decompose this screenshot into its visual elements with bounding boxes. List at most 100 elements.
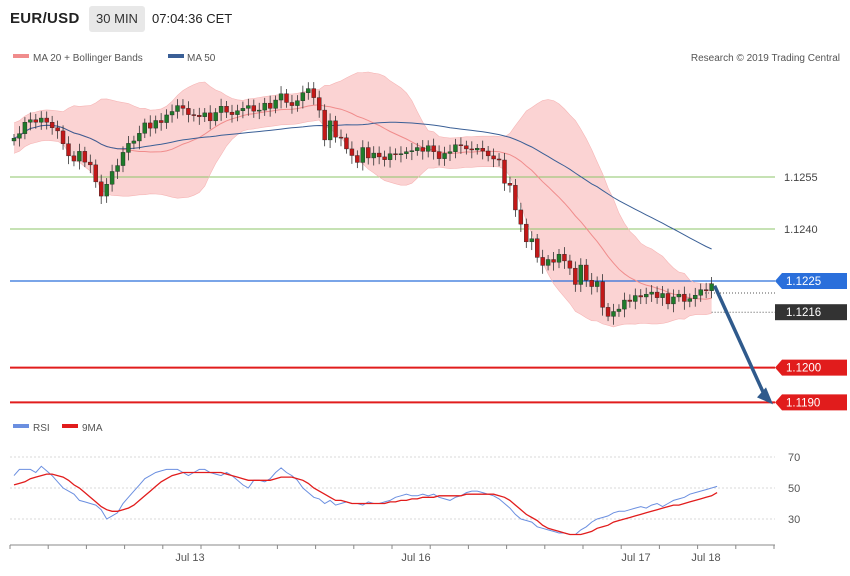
candle[interactable]: [235, 104, 240, 122]
candle[interactable]: [355, 150, 360, 169]
candle[interactable]: [246, 98, 251, 116]
candle[interactable]: [169, 104, 175, 123]
candle[interactable]: [551, 251, 556, 271]
candle[interactable]: [382, 150, 387, 167]
candle[interactable]: [475, 144, 480, 155]
candle[interactable]: [458, 137, 464, 154]
candle[interactable]: [191, 108, 197, 122]
candle[interactable]: [524, 218, 529, 248]
candle[interactable]: [376, 146, 382, 165]
candle[interactable]: [687, 293, 692, 308]
candle[interactable]: [278, 86, 284, 109]
candle[interactable]: [431, 138, 436, 160]
candle[interactable]: [257, 102, 262, 120]
candle[interactable]: [507, 176, 513, 193]
candle[interactable]: [567, 254, 573, 275]
candle[interactable]: [469, 141, 474, 159]
candle[interactable]: [120, 146, 126, 173]
candle[interactable]: [186, 101, 191, 123]
timeframe-button[interactable]: 30 MIN: [89, 6, 145, 32]
candle[interactable]: [88, 154, 93, 174]
candle[interactable]: [622, 292, 627, 318]
candle[interactable]: [360, 140, 365, 171]
candle[interactable]: [251, 99, 257, 118]
candle[interactable]: [289, 95, 295, 114]
candle[interactable]: [605, 302, 611, 322]
candle[interactable]: [98, 174, 104, 204]
candle[interactable]: [115, 158, 120, 179]
candle[interactable]: [273, 95, 278, 114]
candle[interactable]: [180, 99, 186, 116]
candle[interactable]: [344, 133, 349, 154]
candle[interactable]: [578, 258, 583, 292]
candle[interactable]: [126, 136, 131, 161]
candle[interactable]: [393, 148, 398, 161]
candle[interactable]: [682, 286, 687, 310]
candle[interactable]: [224, 101, 229, 118]
candle[interactable]: [562, 247, 567, 269]
candle[interactable]: [703, 282, 709, 299]
candle[interactable]: [66, 136, 71, 165]
candle[interactable]: [71, 151, 77, 167]
candle[interactable]: [464, 140, 469, 155]
candle[interactable]: [616, 304, 622, 317]
candle[interactable]: [300, 85, 306, 109]
candle[interactable]: [137, 125, 142, 150]
candle[interactable]: [611, 303, 616, 325]
candle[interactable]: [371, 146, 376, 166]
candle[interactable]: [518, 202, 524, 232]
candle[interactable]: [44, 111, 49, 130]
candle[interactable]: [164, 109, 169, 129]
candle[interactable]: [175, 99, 180, 119]
candle[interactable]: [267, 95, 273, 117]
candle[interactable]: [426, 140, 431, 158]
candle[interactable]: [49, 115, 55, 135]
candle[interactable]: [131, 135, 137, 150]
candle[interactable]: [197, 107, 202, 125]
candle[interactable]: [660, 286, 665, 306]
candle[interactable]: [584, 259, 589, 287]
candle[interactable]: [109, 164, 115, 192]
candle[interactable]: [665, 288, 671, 310]
candle[interactable]: [322, 104, 327, 147]
candle[interactable]: [502, 153, 507, 191]
candle[interactable]: [229, 104, 235, 123]
candle[interactable]: [60, 125, 66, 150]
candle[interactable]: [420, 140, 425, 160]
candle[interactable]: [594, 276, 600, 293]
candle[interactable]: [529, 231, 534, 251]
candle[interactable]: [545, 255, 551, 271]
candle[interactable]: [55, 120, 60, 139]
candle[interactable]: [485, 145, 491, 162]
candle[interactable]: [480, 140, 485, 160]
candle[interactable]: [671, 289, 676, 313]
candle[interactable]: [317, 90, 322, 118]
candle[interactable]: [649, 285, 654, 302]
candle[interactable]: [327, 113, 333, 149]
candle[interactable]: [33, 113, 38, 129]
candle[interactable]: [491, 148, 496, 168]
candle[interactable]: [207, 105, 213, 130]
candle[interactable]: [409, 143, 415, 161]
candle[interactable]: [442, 146, 447, 166]
candle[interactable]: [698, 283, 703, 302]
candle[interactable]: [633, 288, 638, 310]
candle[interactable]: [638, 289, 643, 305]
candle[interactable]: [153, 115, 158, 134]
candle[interactable]: [398, 146, 404, 163]
candle[interactable]: [202, 108, 207, 122]
candle[interactable]: [142, 118, 148, 139]
candle[interactable]: [349, 141, 355, 164]
candle[interactable]: [11, 134, 17, 146]
candle[interactable]: [366, 141, 371, 165]
candle[interactable]: [654, 286, 660, 304]
candle[interactable]: [39, 111, 44, 130]
candle[interactable]: [262, 97, 267, 116]
candle[interactable]: [213, 108, 218, 126]
candle[interactable]: [333, 115, 338, 143]
candle[interactable]: [556, 248, 562, 269]
candle[interactable]: [676, 289, 682, 302]
candle[interactable]: [540, 249, 545, 274]
candle[interactable]: [496, 153, 502, 167]
